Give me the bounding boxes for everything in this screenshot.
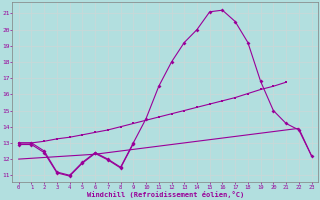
X-axis label: Windchill (Refroidissement éolien,°C): Windchill (Refroidissement éolien,°C) — [86, 191, 244, 198]
